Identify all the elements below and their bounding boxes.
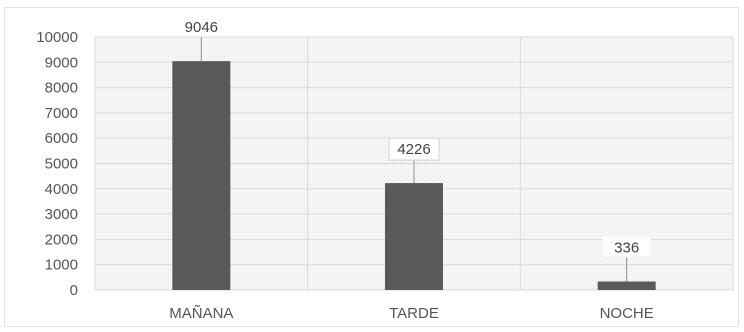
bar-mañana: [172, 61, 231, 290]
data-label: 9046: [185, 19, 218, 36]
data-label: 336: [614, 239, 639, 256]
y-tick-label: 5000: [45, 156, 78, 173]
data-labels: 9046 4226 336: [177, 16, 651, 282]
y-axis-ticks: 0 1000 2000 3000 4000 5000 6000 7000 8000 9000 100…: [36, 29, 78, 299]
y-tick-label: 7000: [45, 105, 78, 122]
y-tick-label: 4000: [45, 181, 78, 198]
data-label: 4226: [397, 141, 430, 158]
data-label-background: [177, 16, 226, 37]
data-label-background: [602, 236, 651, 257]
x-category-label: MAÑANA: [169, 305, 233, 322]
x-category-label: NOCHE: [600, 305, 654, 322]
y-tick-label: 9000: [45, 54, 78, 71]
y-tick-label: 0: [70, 282, 78, 299]
y-tick-label: 10000: [36, 29, 78, 46]
bars: [172, 61, 656, 290]
y-tick-label: 8000: [45, 80, 78, 97]
bar-noche: [597, 281, 656, 290]
bar-tarde: [385, 183, 443, 290]
y-tick-label: 6000: [45, 130, 78, 147]
x-axis-categories: MAÑANA TARDE NOCHE: [169, 305, 654, 322]
y-tick-label: 1000: [45, 257, 78, 274]
y-tick-label: 2000: [45, 231, 78, 248]
y-tick-label: 3000: [45, 206, 78, 223]
x-category-label: TARDE: [389, 305, 439, 322]
data-label-box: [388, 137, 440, 161]
